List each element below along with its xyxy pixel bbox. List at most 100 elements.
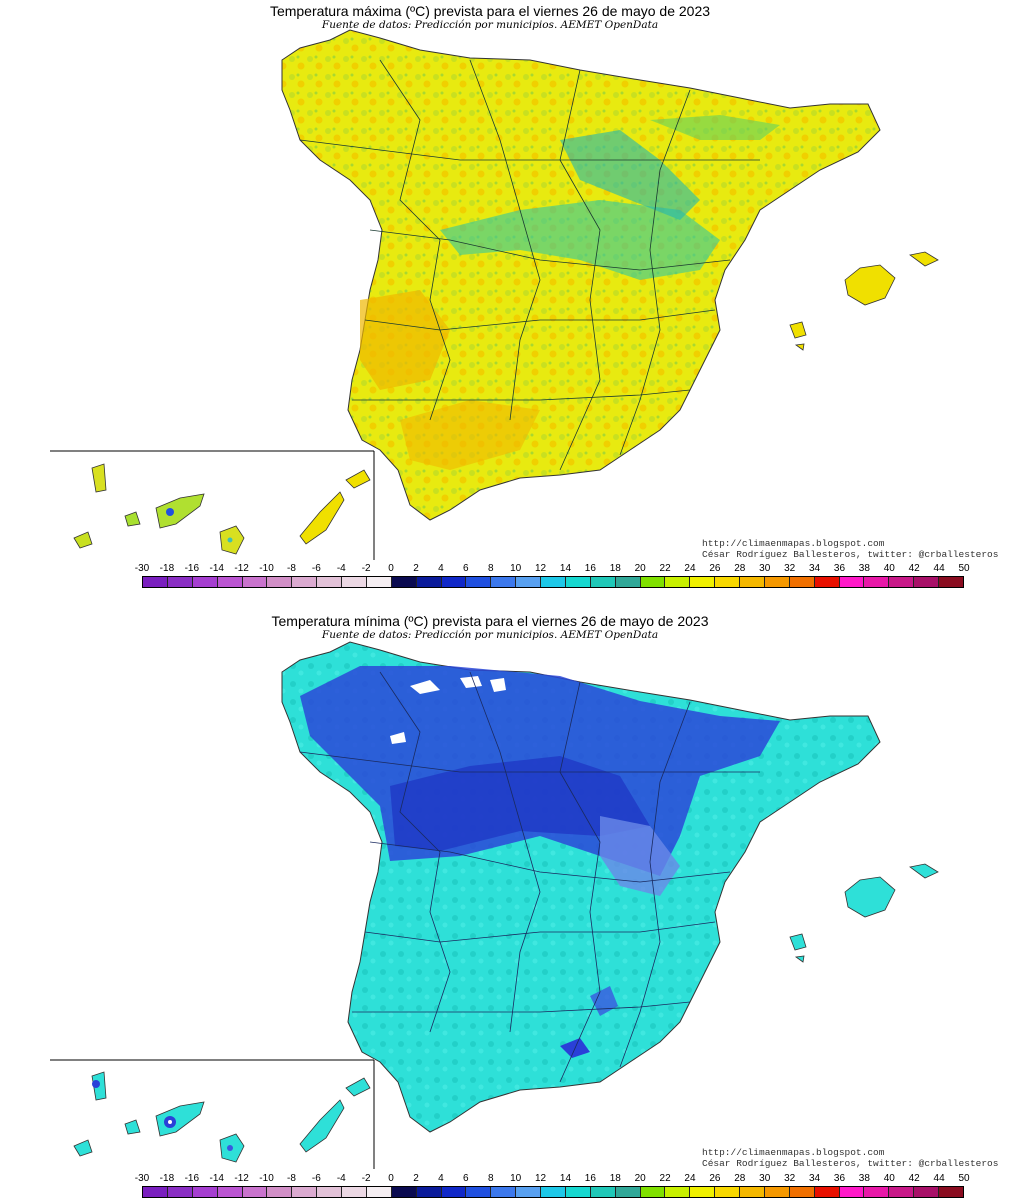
legend-label: -16 bbox=[184, 1173, 200, 1184]
map-subtitle: Fuente de datos: Predicción por municipi… bbox=[321, 19, 659, 31]
legend-label: 2 bbox=[413, 563, 419, 574]
province-borders bbox=[299, 671, 760, 1083]
legend-swatch bbox=[366, 1187, 392, 1197]
legend-swatch bbox=[167, 577, 193, 587]
menorca-shape bbox=[909, 863, 939, 879]
legend-label: 28 bbox=[734, 563, 746, 574]
legend-label: -14 bbox=[209, 1173, 224, 1184]
legend-label: 34 bbox=[808, 1173, 821, 1184]
legend-swatch bbox=[789, 577, 815, 587]
legend-swatch bbox=[342, 1187, 367, 1197]
legend-swatch bbox=[491, 1187, 517, 1197]
legend-swatch bbox=[864, 577, 890, 587]
legend-swatch bbox=[814, 1187, 840, 1197]
legend-swatch bbox=[292, 577, 318, 587]
legend-swatch bbox=[864, 1187, 890, 1197]
legend-label: 40 bbox=[883, 563, 895, 574]
legend-label: 6 bbox=[463, 1173, 469, 1184]
legend-label: 50 bbox=[958, 563, 970, 574]
legend-label: 18 bbox=[609, 563, 621, 574]
credit-author: César Rodríguez Ballesteros, twitter: @c… bbox=[702, 1158, 999, 1169]
temperature-legend: -30 -18 -16 -14 -12 -10 -8 -6 -4 -2 0 2 4 6 8 10 12 14 16 1… bbox=[135, 1173, 970, 1198]
legend-swatch bbox=[889, 1187, 915, 1197]
mallorca-shape bbox=[844, 264, 896, 306]
legend-swatch bbox=[416, 1187, 442, 1197]
legend-label: 38 bbox=[858, 563, 870, 574]
legend-label: -4 bbox=[336, 1173, 346, 1184]
legend-label: 4 bbox=[438, 563, 444, 574]
legend-label: 16 bbox=[584, 563, 596, 574]
legend-label: -2 bbox=[361, 563, 371, 574]
legend-label: -6 bbox=[311, 1173, 321, 1184]
legend-swatch bbox=[640, 1187, 666, 1197]
legend-swatch bbox=[665, 1187, 691, 1197]
legend-label: 6 bbox=[463, 563, 469, 574]
legend-swatch bbox=[740, 577, 765, 587]
legend-swatch bbox=[640, 577, 666, 587]
mallorca-shape bbox=[844, 876, 896, 918]
legend-swatch bbox=[541, 577, 566, 587]
legend-label: 8 bbox=[487, 1173, 494, 1184]
credit-url: http://climaenmapas.blogspot.com bbox=[702, 1147, 885, 1158]
legend-label: -12 bbox=[234, 1173, 249, 1184]
legend-label: 32 bbox=[784, 1173, 796, 1184]
legend-swatch bbox=[715, 577, 740, 587]
legend-color-bar bbox=[142, 1186, 964, 1198]
legend-labels: -30 -18 -16 -14 -12 -10 -8 -6 -4 -2 0 2 4 6 8 10 12 14 16 1… bbox=[135, 1173, 970, 1185]
legend-swatch bbox=[615, 1187, 641, 1197]
legend-swatch bbox=[143, 1187, 168, 1197]
legend-label: 8 bbox=[487, 563, 494, 574]
legend-label: 26 bbox=[709, 1173, 721, 1184]
legend-label: 14 bbox=[559, 1173, 572, 1184]
legend-swatch bbox=[317, 1187, 342, 1197]
legend-label: 22 bbox=[659, 563, 671, 574]
legend-swatch bbox=[590, 577, 616, 587]
legend-labels: -30 -18 -16 -14 -12 -10 -8 -6 -4 -2 0 2 4 6 8 10 12 14 16 1… bbox=[135, 563, 970, 575]
legend-swatch bbox=[217, 1187, 243, 1197]
legend-label: 42 bbox=[908, 1173, 920, 1184]
legend-swatch bbox=[615, 577, 641, 587]
legend-swatch bbox=[441, 577, 467, 587]
legend-label: -14 bbox=[209, 563, 224, 574]
legend-swatch bbox=[516, 1187, 541, 1197]
southwest-warm-area bbox=[360, 290, 450, 390]
legend-label: 50 bbox=[958, 1173, 970, 1184]
legend-swatch bbox=[789, 1187, 815, 1197]
legend-label: 12 bbox=[534, 1173, 547, 1184]
plateau-cold-area bbox=[390, 756, 650, 851]
legend-label: -18 bbox=[159, 1173, 175, 1184]
legend-swatch bbox=[839, 1187, 865, 1197]
legend-label: -6 bbox=[311, 563, 321, 574]
legend-swatch bbox=[541, 1187, 566, 1197]
central-system-band bbox=[440, 200, 720, 280]
min-temperature-panel: Temperatura mínima (ºC) prevista para el… bbox=[0, 606, 1024, 1198]
legend-label: -8 bbox=[287, 563, 296, 574]
legend-label: 20 bbox=[634, 563, 646, 574]
legend-label: 36 bbox=[833, 563, 846, 574]
legend-swatch bbox=[192, 1187, 218, 1197]
legend-swatch bbox=[914, 577, 939, 587]
legend-label: -10 bbox=[259, 563, 274, 574]
legend-swatch bbox=[914, 1187, 939, 1197]
freezing-spots bbox=[390, 676, 506, 744]
menorca-shape bbox=[909, 251, 939, 267]
ibiza-shape bbox=[789, 321, 807, 339]
formentera-shape bbox=[794, 343, 805, 351]
legend-label: 10 bbox=[510, 1173, 522, 1184]
credit-author: César Rodríguez Ballesteros, twitter: @c… bbox=[702, 549, 999, 560]
legend-swatch bbox=[764, 577, 790, 587]
legend-swatch bbox=[764, 1187, 790, 1197]
legend-label: 40 bbox=[883, 1173, 895, 1184]
pyrenees-band bbox=[650, 115, 780, 140]
legend-swatch bbox=[565, 577, 591, 587]
legend-label: 0 bbox=[388, 563, 394, 574]
min-temperature-map bbox=[50, 641, 939, 1169]
legend-swatch bbox=[217, 577, 243, 587]
legend-label: 20 bbox=[634, 1173, 646, 1184]
iberian-system-band bbox=[560, 130, 700, 220]
legend-label: 24 bbox=[684, 563, 696, 574]
legend-swatch bbox=[391, 1187, 417, 1197]
legend-swatch bbox=[167, 1187, 193, 1197]
legend-label: 38 bbox=[858, 1173, 870, 1184]
legend-label: 44 bbox=[933, 1173, 945, 1184]
